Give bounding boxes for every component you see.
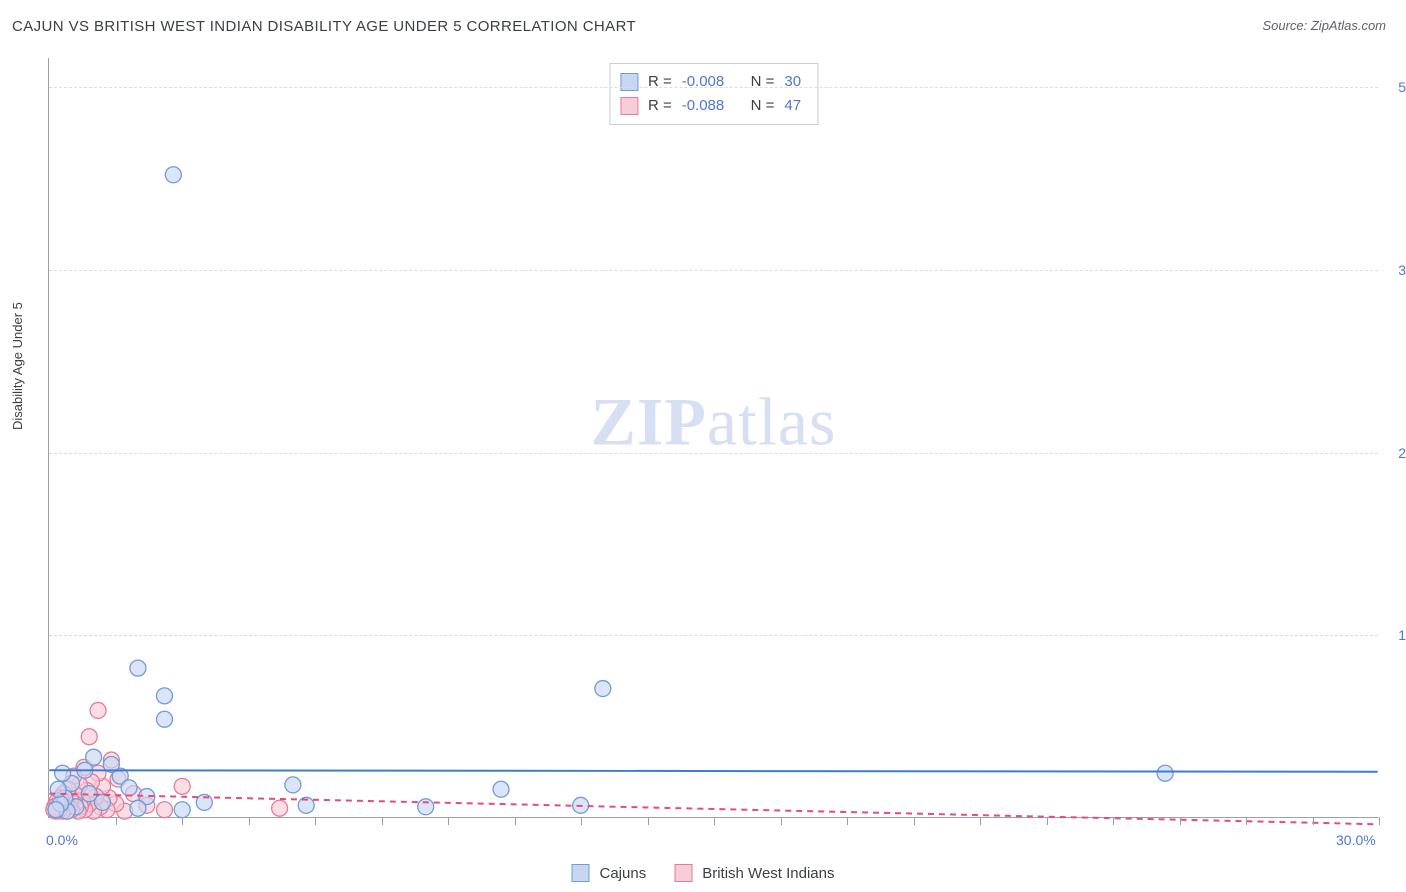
data-point bbox=[121, 780, 137, 796]
y-tick-label: 50.0% bbox=[1383, 79, 1406, 95]
y-tick-label: 37.5% bbox=[1383, 262, 1406, 278]
x-tick bbox=[581, 817, 582, 825]
data-point bbox=[90, 702, 106, 718]
x-tick bbox=[781, 817, 782, 825]
data-point bbox=[1157, 765, 1173, 781]
swatch-cajuns bbox=[572, 864, 590, 882]
legend-label-bwi: British West Indians bbox=[702, 865, 834, 882]
data-point bbox=[157, 688, 173, 704]
x-tick bbox=[116, 817, 117, 825]
data-point bbox=[130, 800, 146, 816]
x-tick bbox=[1246, 817, 1247, 825]
data-point bbox=[130, 660, 146, 676]
data-point bbox=[48, 802, 64, 818]
x-tick bbox=[1047, 817, 1048, 825]
source-label: Source: ZipAtlas.com bbox=[1262, 18, 1386, 33]
y-tick-label: 12.5% bbox=[1383, 627, 1406, 643]
data-point bbox=[174, 802, 190, 818]
data-point bbox=[157, 802, 173, 818]
data-point bbox=[165, 167, 181, 183]
data-point bbox=[55, 765, 71, 781]
x-tick bbox=[1313, 817, 1314, 825]
swatch-bwi bbox=[674, 864, 692, 882]
legend-label-cajuns: Cajuns bbox=[600, 865, 647, 882]
data-point bbox=[418, 799, 434, 815]
plot-area: ZIPatlas R = -0.008 N = 30 R = -0.088 N … bbox=[48, 58, 1378, 818]
y-tick-label: 25.0% bbox=[1383, 445, 1406, 461]
x-tick bbox=[182, 817, 183, 825]
data-point bbox=[81, 729, 97, 745]
gridline bbox=[49, 87, 1378, 88]
scatter-svg bbox=[49, 58, 1378, 817]
data-point bbox=[285, 777, 301, 793]
trend-line bbox=[49, 770, 1377, 771]
x-tick bbox=[847, 817, 848, 825]
x-tick bbox=[249, 817, 250, 825]
x-tick bbox=[1180, 817, 1181, 825]
data-point bbox=[174, 778, 190, 794]
x-tick bbox=[714, 817, 715, 825]
origin-label: 0.0% bbox=[46, 832, 78, 848]
x-tick bbox=[648, 817, 649, 825]
x-tick bbox=[515, 817, 516, 825]
data-point bbox=[272, 800, 288, 816]
x-tick bbox=[1113, 817, 1114, 825]
data-point bbox=[493, 781, 509, 797]
x-tick bbox=[315, 817, 316, 825]
legend-item-bwi: British West Indians bbox=[674, 864, 834, 882]
x-tick bbox=[980, 817, 981, 825]
gridline bbox=[49, 270, 1378, 271]
data-point bbox=[595, 681, 611, 697]
x-tick bbox=[382, 817, 383, 825]
gridline bbox=[49, 635, 1378, 636]
y-axis-title: Disability Age Under 5 bbox=[10, 302, 25, 430]
chart-title: CAJUN VS BRITISH WEST INDIAN DISABILITY … bbox=[12, 18, 636, 35]
series-legend: Cajuns British West Indians bbox=[572, 864, 835, 882]
data-point bbox=[157, 711, 173, 727]
x-tick bbox=[1379, 817, 1380, 825]
x-tick bbox=[448, 817, 449, 825]
legend-item-cajuns: Cajuns bbox=[572, 864, 647, 882]
xmax-label: 30.0% bbox=[1336, 832, 1376, 848]
x-tick bbox=[914, 817, 915, 825]
gridline bbox=[49, 453, 1378, 454]
